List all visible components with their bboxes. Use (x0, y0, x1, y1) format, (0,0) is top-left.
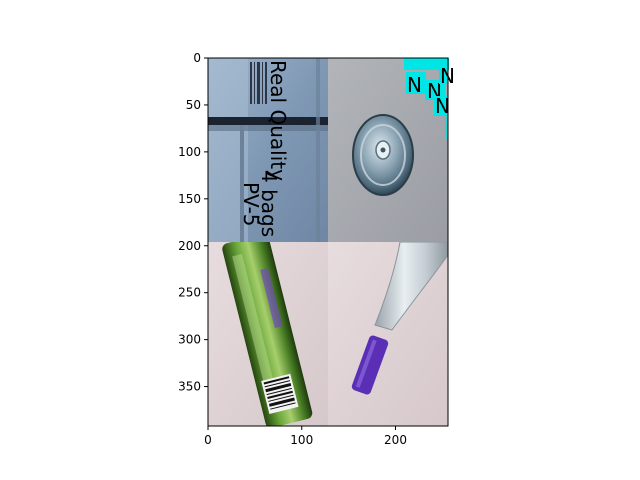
y-tick-label: 100 (178, 145, 201, 159)
box-header-text: Real Quality (266, 60, 290, 181)
x-tick-label: 100 (290, 433, 313, 447)
y-tick-label: 350 (178, 380, 201, 394)
axes-frame (207, 57, 449, 427)
box-text-line-2: PV-5 (239, 182, 263, 227)
y-tick-label: 0 (193, 51, 201, 65)
detection-label-4: N (435, 94, 450, 118)
box-text-line-1: 4 bags o (257, 170, 281, 256)
can-barcode (261, 373, 299, 415)
x-axis-ticks: 0 100 200 (204, 426, 407, 447)
green-can-panel (208, 242, 328, 426)
detection-boxes: N N N N (404, 58, 455, 140)
y-axis-ticks: 0 50 100 150 200 250 300 350 (178, 51, 208, 394)
y-tick-label: 150 (178, 192, 201, 206)
y-tick-label: 50 (186, 98, 201, 112)
detection-label-1: N (407, 73, 422, 97)
cardboard-box-panel: Real Quality 4 bags o PV-5 (208, 58, 328, 256)
plastic-bottle (374, 242, 448, 331)
x-tick-label: 200 (384, 433, 407, 447)
plastic-bottle-panel (328, 242, 448, 426)
y-tick-label: 300 (178, 333, 201, 347)
detection-label-3: N (440, 64, 455, 88)
y-tick-label: 200 (178, 239, 201, 253)
barcode-marks (250, 62, 267, 104)
x-tick-label: 0 (204, 433, 212, 447)
y-tick-label: 250 (178, 286, 201, 300)
